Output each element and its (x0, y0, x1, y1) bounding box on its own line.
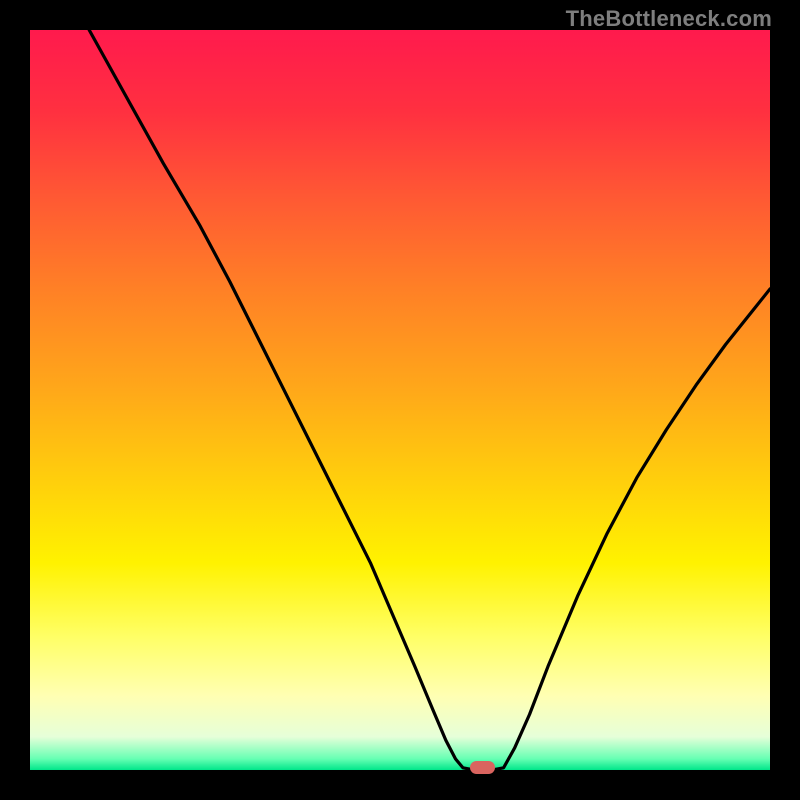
chart-frame: TheBottleneck.com (0, 0, 800, 800)
curve-layer (30, 30, 770, 770)
minimum-marker (470, 761, 495, 774)
bottleneck-curve (89, 30, 770, 770)
watermark-text: TheBottleneck.com (566, 6, 772, 32)
plot-area (30, 30, 770, 770)
